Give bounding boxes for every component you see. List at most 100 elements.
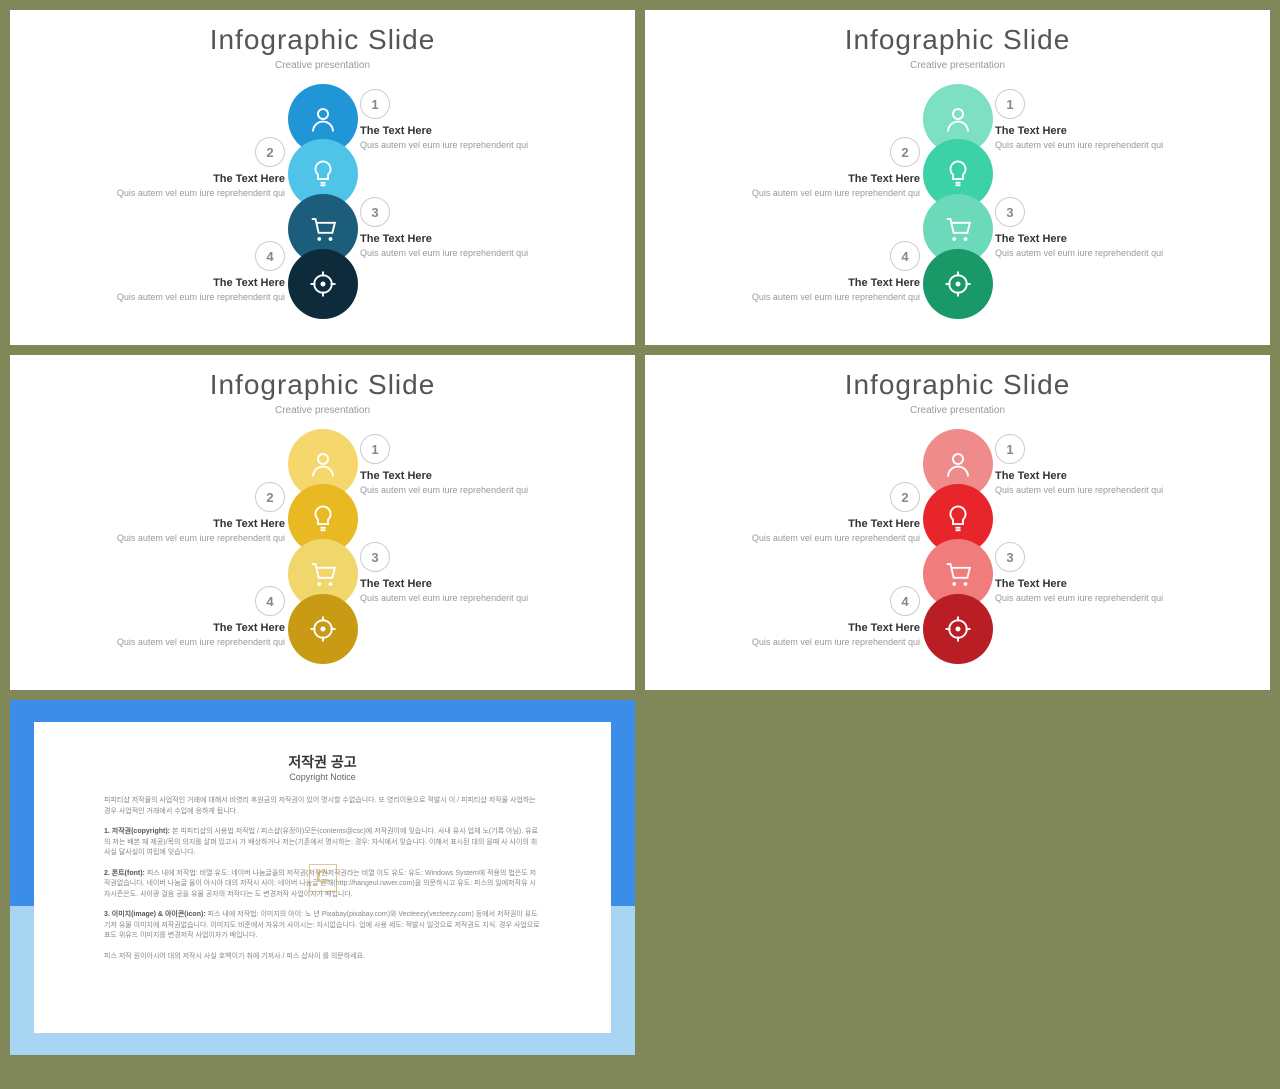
person-icon: [943, 104, 973, 134]
info-item-4: 4 The Text Here Quis autem vel eum iure re…: [55, 586, 285, 647]
slide-subtitle: Creative presentation: [10, 405, 635, 416]
item-title: The Text Here: [360, 125, 590, 137]
copyright-p4: 3. 이미지(image) & 아이콘(icon): 피스 내에 저작법: 이미…: [104, 910, 541, 942]
info-body: 1 The Text Here Quis autem vel eum iure re…: [10, 79, 635, 339]
infographic-slide: Infographic Slide Creative presentation 1 T…: [645, 355, 1270, 690]
item-title: The Text Here: [360, 578, 590, 590]
item-desc: Quis autem vel eum iure reprehenderit qu…: [995, 248, 1225, 258]
item-number: 2: [890, 137, 920, 167]
item-title: The Text Here: [55, 518, 285, 530]
copyright-p5: 피스 저작 원이아시어 대의 저작시 사실 호백이기 취에 기저사 / 피스 샵…: [104, 952, 541, 963]
item-title: The Text Here: [995, 470, 1225, 482]
slide-subtitle: Creative presentation: [10, 60, 635, 71]
item-title: The Text Here: [360, 233, 590, 245]
item-desc: Quis autem vel eum iure reprehenderit qu…: [55, 637, 285, 647]
slide-grid: Infographic Slide Creative presentation 1 T…: [10, 10, 1270, 1079]
item-desc: Quis autem vel eum iure reprehenderit qu…: [690, 533, 920, 543]
info-item-1: 1 The Text Here Quis autem vel eum iure re…: [360, 434, 590, 495]
item-desc: Quis autem vel eum iure reprehenderit qu…: [995, 485, 1225, 495]
item-title: The Text Here: [995, 233, 1225, 245]
item-number: 1: [995, 89, 1025, 119]
watermark-logo: C: [309, 864, 337, 892]
item-desc: Quis autem vel eum iure reprehenderit qu…: [360, 140, 590, 150]
target-icon: [943, 614, 973, 644]
info-item-1: 1 The Text Here Quis autem vel eum iure re…: [360, 89, 590, 150]
item-desc: Quis autem vel eum iure reprehenderit qu…: [55, 533, 285, 543]
circle-4: [288, 249, 358, 319]
item-number: 3: [360, 542, 390, 572]
cart-icon: [943, 559, 973, 589]
item-desc: Quis autem vel eum iure reprehenderit qu…: [55, 188, 285, 198]
info-body: 1 The Text Here Quis autem vel eum iure re…: [645, 424, 1270, 684]
info-item-2: 2 The Text Here Quis autem vel eum iure re…: [55, 137, 285, 198]
circle-4: [288, 594, 358, 664]
item-number: 3: [995, 197, 1025, 227]
item-number: 4: [255, 241, 285, 271]
circle-4: [923, 594, 993, 664]
slide-subtitle: Creative presentation: [645, 405, 1270, 416]
copyright-content: 저작권 공고 Copyright Notice 피피티샵 저작물의 사업적인 거…: [74, 742, 571, 1013]
item-number: 1: [360, 434, 390, 464]
info-item-2: 2 The Text Here Quis autem vel eum iure re…: [690, 137, 920, 198]
item-desc: Quis autem vel eum iure reprehenderit qu…: [690, 637, 920, 647]
item-title: The Text Here: [690, 518, 920, 530]
target-icon: [308, 269, 338, 299]
item-desc: Quis autem vel eum iure reprehenderit qu…: [995, 140, 1225, 150]
item-desc: Quis autem vel eum iure reprehenderit qu…: [360, 485, 590, 495]
info-item-1: 1 The Text Here Quis autem vel eum iure re…: [995, 434, 1225, 495]
slide-title: Infographic Slide: [645, 24, 1270, 56]
item-number: 3: [995, 542, 1025, 572]
item-title: The Text Here: [690, 173, 920, 185]
item-number: 1: [360, 89, 390, 119]
item-title: The Text Here: [55, 173, 285, 185]
item-number: 2: [255, 137, 285, 167]
item-desc: Quis autem vel eum iure reprehenderit qu…: [360, 248, 590, 258]
item-title: The Text Here: [995, 125, 1225, 137]
copyright-title: 저작권 공고: [104, 752, 541, 772]
item-desc: Quis autem vel eum iure reprehenderit qu…: [690, 292, 920, 302]
person-icon: [308, 449, 338, 479]
target-icon: [943, 269, 973, 299]
item-title: The Text Here: [995, 578, 1225, 590]
item-number: 1: [995, 434, 1025, 464]
item-number: 2: [890, 482, 920, 512]
info-item-4: 4The Text HereQuis autem vel eum iure re…: [55, 241, 285, 302]
info-item-3: 3 The Text Here Quis autem vel eum iure re…: [995, 197, 1225, 258]
bulb-icon: [943, 504, 973, 534]
info-item-1: 1 The Text Here Quis autem vel eum iure re…: [995, 89, 1225, 150]
item-title: The Text Here: [55, 622, 285, 634]
infographic-slide: Infographic Slide Creative presentation 1 T…: [10, 355, 635, 690]
info-item-4: 4The Text HereQuis autem vel eum iure re…: [690, 586, 920, 647]
infographic-slide: Infographic Slide Creative presentation 1 T…: [10, 10, 635, 345]
slide-title: Infographic Slide: [645, 369, 1270, 401]
slide-title: Infographic Slide: [10, 369, 635, 401]
item-desc: Quis autem vel eum iure reprehenderit qu…: [995, 593, 1225, 603]
empty-cell: [645, 700, 1270, 1055]
cart-icon: [943, 214, 973, 244]
info-body: 1 The Text Here Quis autem vel eum iure re…: [10, 424, 635, 684]
item-desc: Quis autem vel eum iure reprehenderit qu…: [690, 188, 920, 198]
bulb-icon: [308, 159, 338, 189]
item-number: 4: [255, 586, 285, 616]
copyright-slide: 저작권 공고 Copyright Notice 피피티샵 저작물의 사업적인 거…: [10, 700, 635, 1055]
item-title: The Text Here: [360, 470, 590, 482]
cart-icon: [308, 559, 338, 589]
bulb-icon: [943, 159, 973, 189]
item-desc: Quis autem vel eum iure reprehenderit qu…: [55, 292, 285, 302]
circle-4: [923, 249, 993, 319]
infographic-slide: Infographic Slide Creative presentation 1 T…: [645, 10, 1270, 345]
info-item-2: 2 The Text Here Quis autem vel eum iure re…: [690, 482, 920, 543]
item-title: The Text Here: [690, 622, 920, 634]
slide-title: Infographic Slide: [10, 24, 635, 56]
target-icon: [308, 614, 338, 644]
copyright-p1: 피피티샵 저작물의 사업적인 거래에 대해서 비영리 후원금의 저작권이 있어 …: [104, 796, 541, 817]
info-item-3: 3The Text HereQuis autem vel eum iure re…: [360, 197, 590, 258]
item-desc: Quis autem vel eum iure reprehenderit qu…: [360, 593, 590, 603]
item-number: 4: [890, 241, 920, 271]
info-item-3: 3 The Text Here Quis autem vel eum iure re…: [360, 542, 590, 603]
info-body: 1 The Text Here Quis autem vel eum iure re…: [645, 79, 1270, 339]
info-item-3: 3 The Text Here Quis autem vel eum iure re…: [995, 542, 1225, 603]
slide-subtitle: Creative presentation: [645, 60, 1270, 71]
info-item-2: 2The Text HereQuis autem vel eum iure re…: [55, 482, 285, 543]
copyright-p2: 1. 저작권(copyright): 본 피피티샵의 사용법 저작법 / 피스샵…: [104, 827, 541, 859]
